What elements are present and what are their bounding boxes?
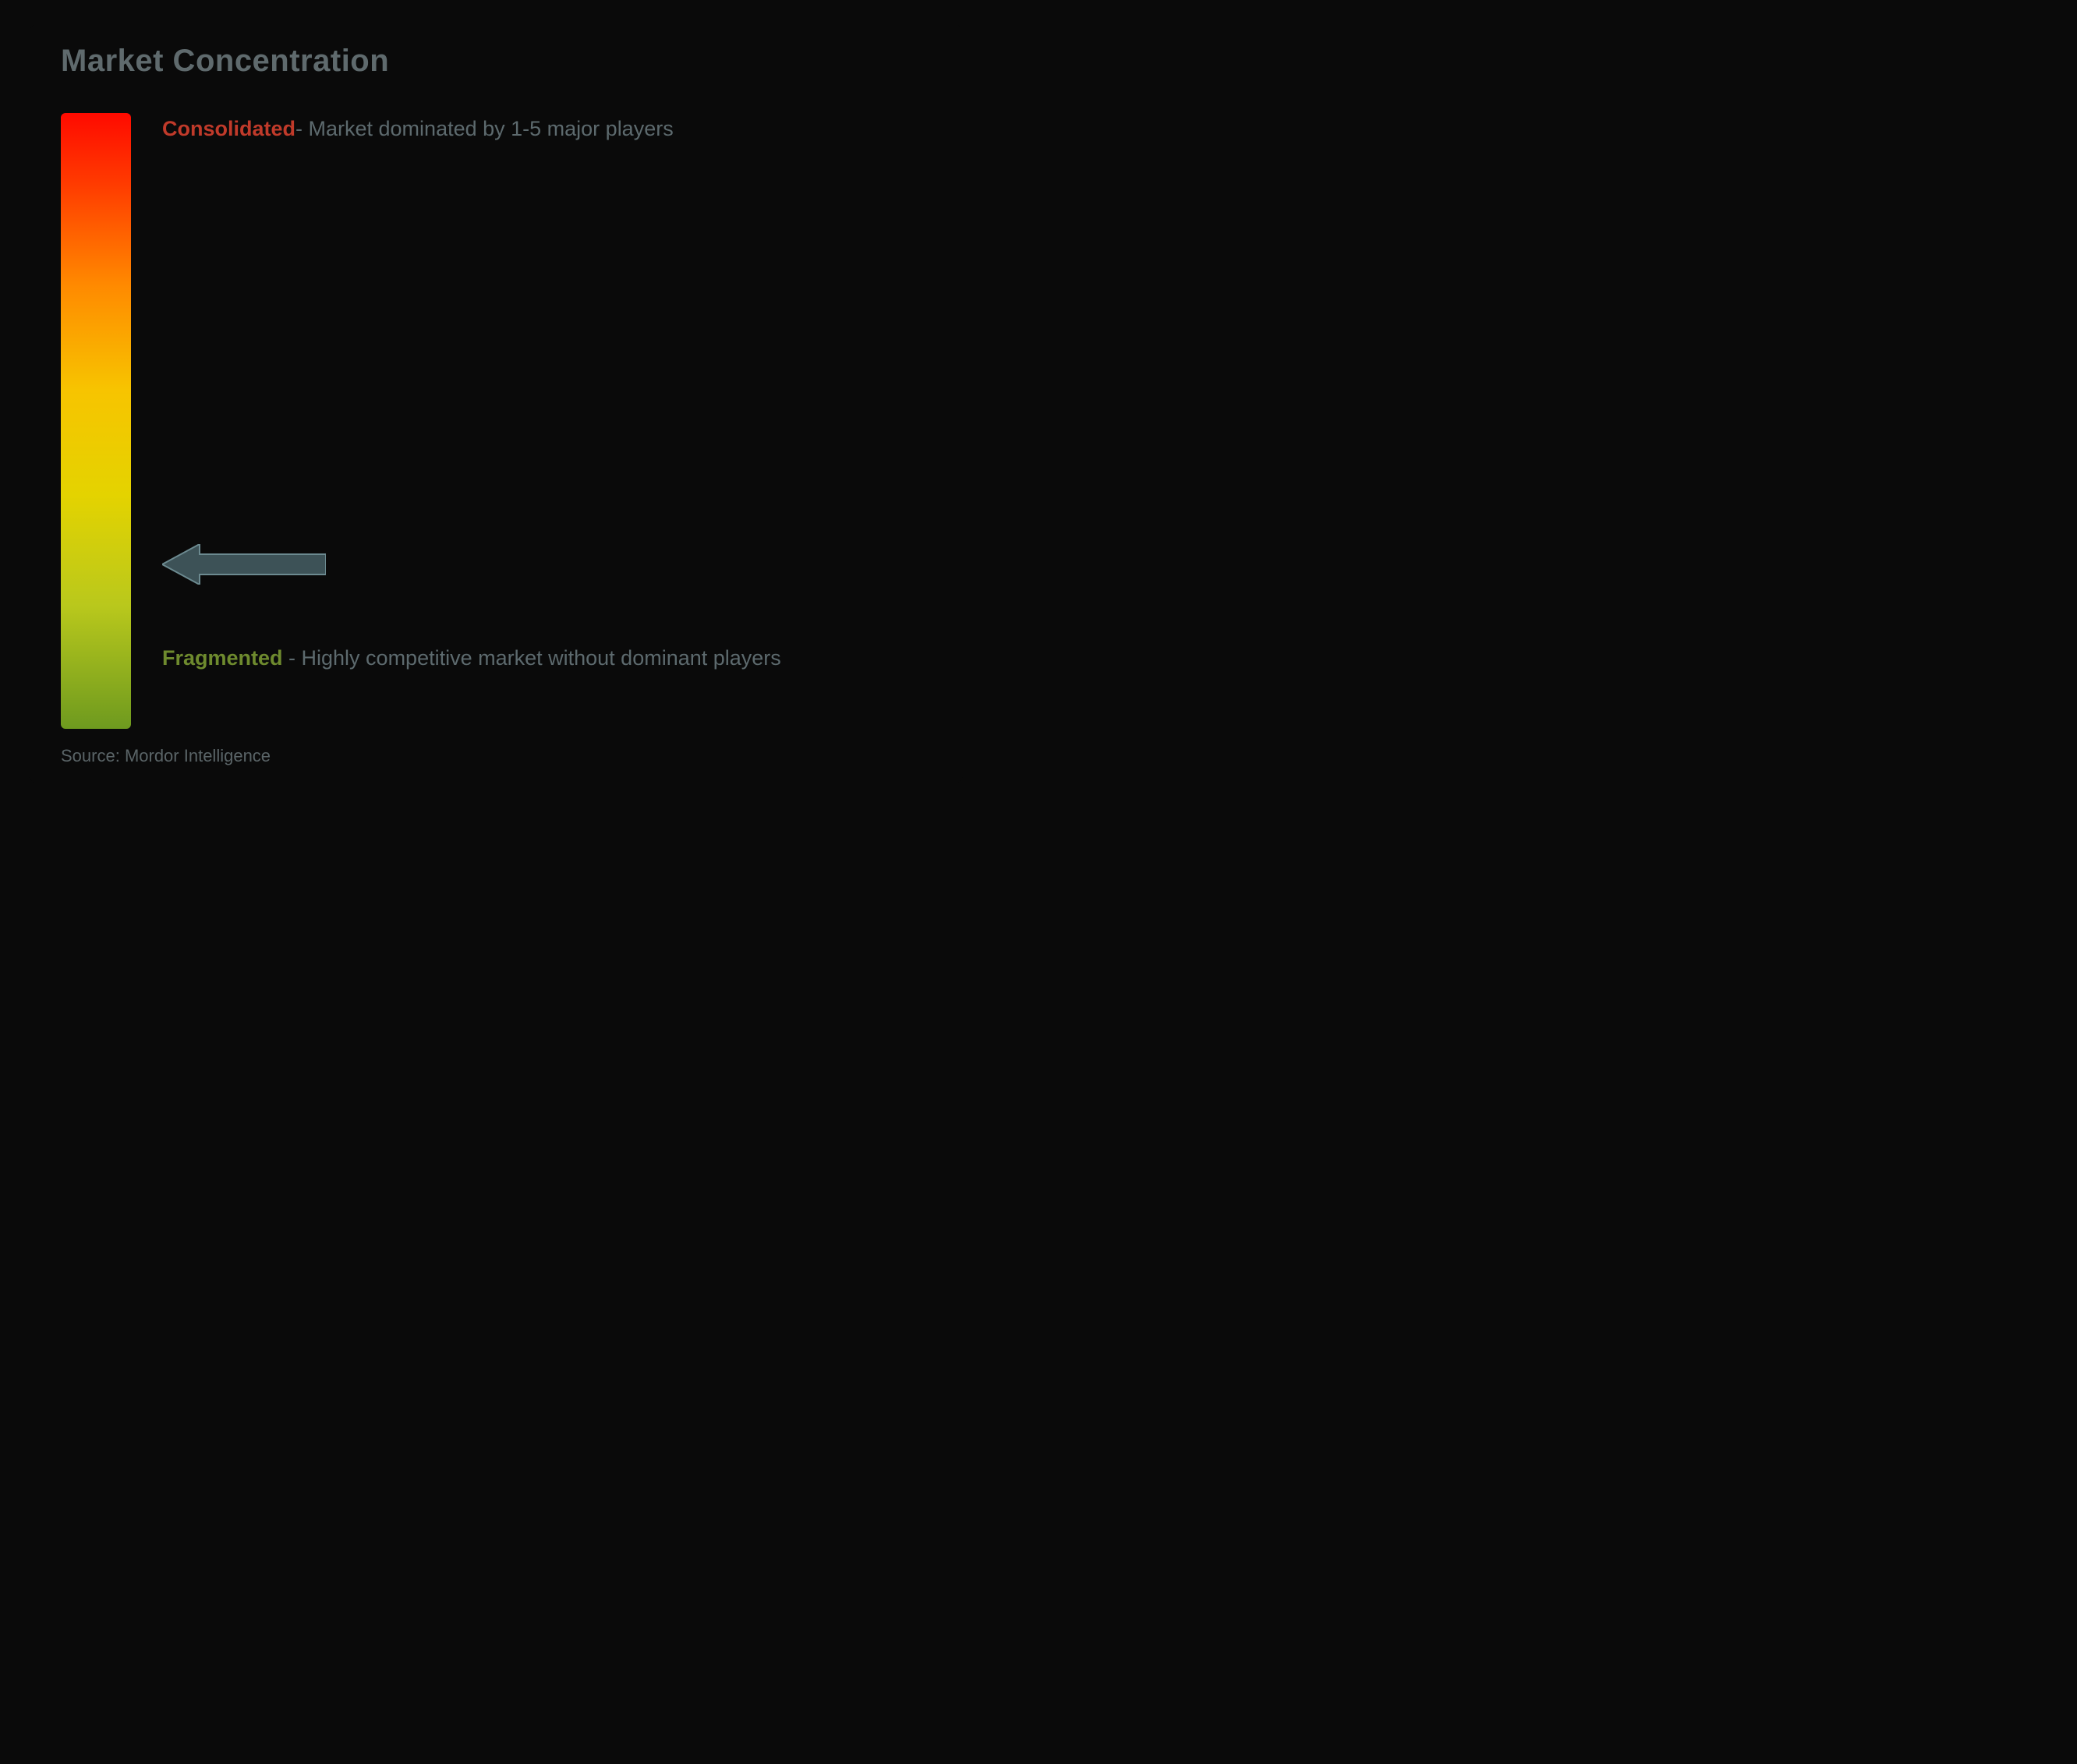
gradient-bar-wrap bbox=[61, 113, 131, 729]
consolidated-row: Consolidated- Market dominated by 1-5 ma… bbox=[162, 113, 915, 146]
fragmented-label: Fragmented bbox=[162, 646, 283, 670]
market-concentration-panel: Market Concentration Consolidated- Marke… bbox=[28, 22, 964, 786]
panel-title: Market Concentration bbox=[61, 44, 931, 79]
source-line: Source: Mordor Intelligence bbox=[61, 746, 931, 766]
panel-content: Consolidated- Market dominated by 1-5 ma… bbox=[61, 113, 931, 729]
consolidated-description: - Market dominated by 1-5 major players bbox=[295, 117, 674, 140]
descriptions-column: Consolidated- Market dominated by 1-5 ma… bbox=[162, 113, 931, 729]
concentration-gradient-bar bbox=[61, 113, 131, 729]
source-label: Source: bbox=[61, 746, 125, 765]
fragmented-row: Fragmented - Highly competitive market w… bbox=[162, 642, 915, 675]
position-arrow-icon bbox=[162, 544, 326, 585]
fragmented-description: - Highly competitive market without domi… bbox=[283, 646, 781, 670]
consolidated-label: Consolidated bbox=[162, 117, 295, 140]
source-value: Mordor Intelligence bbox=[125, 746, 271, 765]
